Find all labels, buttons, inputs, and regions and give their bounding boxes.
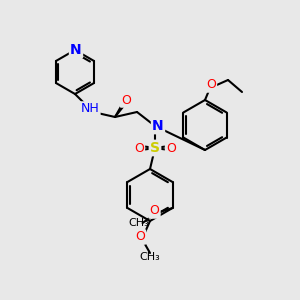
Text: O: O xyxy=(134,142,144,155)
Text: CH₃: CH₃ xyxy=(128,218,149,228)
Text: N: N xyxy=(70,43,80,56)
Text: NH: NH xyxy=(81,103,99,116)
Text: N: N xyxy=(70,43,82,57)
Text: O: O xyxy=(135,230,145,244)
Text: O: O xyxy=(121,94,131,106)
Text: O: O xyxy=(166,142,176,155)
Text: S: S xyxy=(150,141,160,155)
Text: CH₃: CH₃ xyxy=(140,252,160,262)
Text: O: O xyxy=(206,79,216,92)
Text: O: O xyxy=(150,205,160,218)
Text: N: N xyxy=(152,119,164,133)
